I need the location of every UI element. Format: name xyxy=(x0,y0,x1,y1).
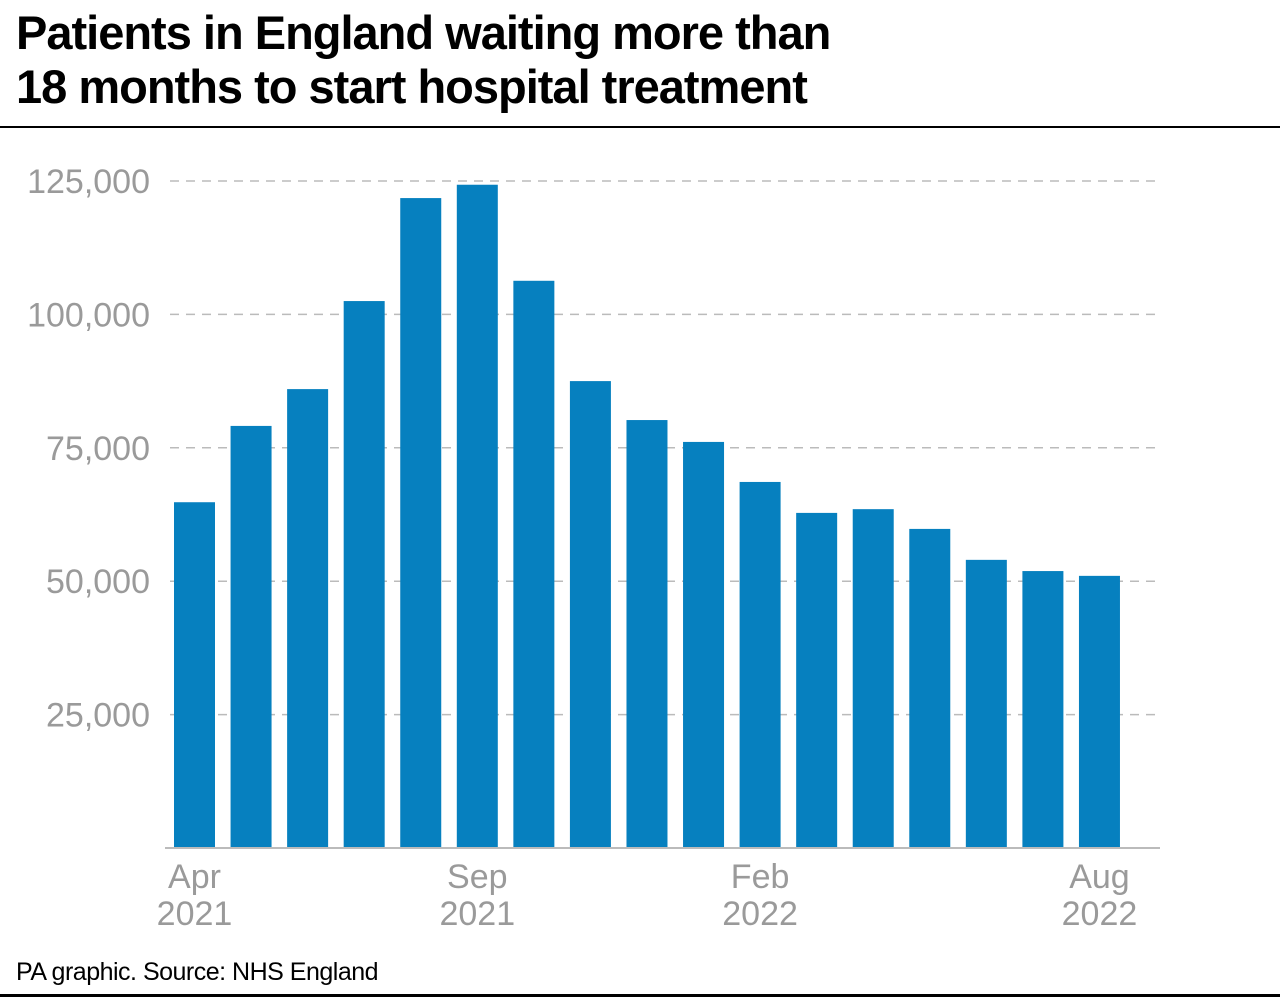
chart-title: Patients in England waiting more than 18… xyxy=(16,6,831,114)
y-tick-label: 50,000 xyxy=(46,563,150,601)
bar xyxy=(1022,571,1064,848)
bar xyxy=(965,559,1007,848)
bar xyxy=(343,301,385,848)
bar xyxy=(1078,575,1120,848)
x-tick-label-month: Apr xyxy=(168,858,221,896)
bar xyxy=(513,280,555,848)
bar xyxy=(739,481,781,848)
title-line-2: 18 months to start hospital treatment xyxy=(16,60,808,113)
y-tick-label: 25,000 xyxy=(46,697,150,735)
bar xyxy=(796,512,838,848)
bar xyxy=(230,425,272,848)
x-tick-label-year: 2022 xyxy=(1062,895,1138,933)
bar xyxy=(287,389,329,848)
x-tick-label-year: 2021 xyxy=(157,895,233,933)
y-tick-label: 125,000 xyxy=(27,163,150,201)
bar xyxy=(909,528,951,848)
bar xyxy=(852,509,894,848)
x-tick-label-month: Sep xyxy=(447,858,508,896)
bar xyxy=(626,420,668,848)
bar xyxy=(400,198,442,848)
y-tick-label: 75,000 xyxy=(46,430,150,468)
bar xyxy=(683,441,725,848)
bar xyxy=(456,184,498,848)
bar xyxy=(569,381,611,848)
x-tick-label-year: 2021 xyxy=(439,895,515,933)
source-note: PA graphic. Source: NHS England xyxy=(16,958,379,986)
x-tick-label-month: Feb xyxy=(731,858,790,896)
top-rule xyxy=(0,126,1280,128)
x-tick-label-year: 2022 xyxy=(722,895,798,933)
bar xyxy=(174,502,215,848)
y-tick-label: 100,000 xyxy=(27,296,150,334)
title-line-1: Patients in England waiting more than xyxy=(16,6,831,59)
x-tick-label-month: Aug xyxy=(1069,858,1130,896)
bottom-rule xyxy=(0,994,1280,997)
